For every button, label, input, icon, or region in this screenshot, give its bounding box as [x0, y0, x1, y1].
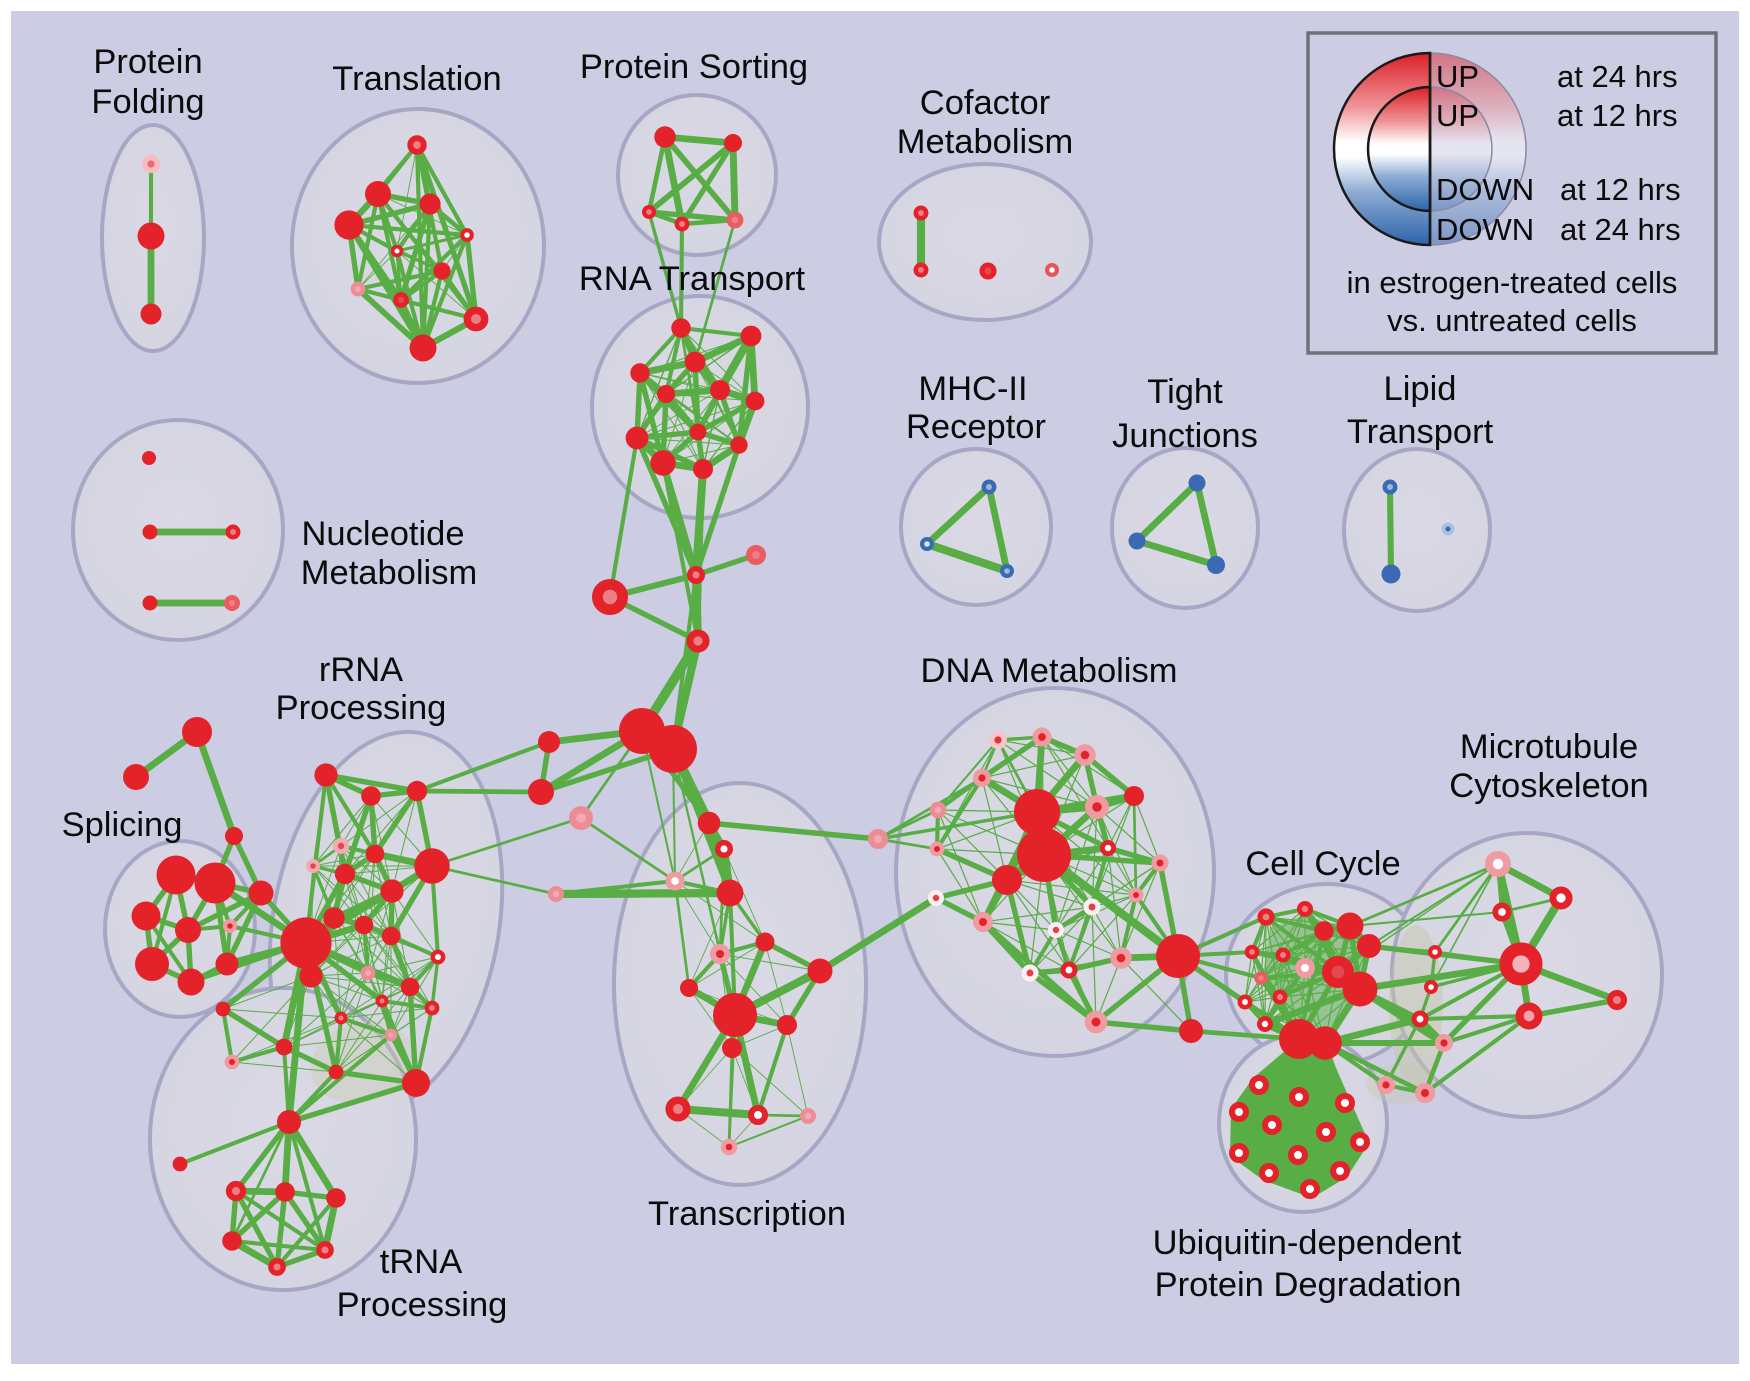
svg-text:Metabolism: Metabolism [897, 123, 1073, 161]
svg-text:Receptor: Receptor [906, 408, 1046, 446]
svg-text:Microtubule: Microtubule [1460, 728, 1638, 766]
svg-text:Cell Cycle: Cell Cycle [1245, 845, 1400, 883]
svg-text:Ubiquitin-dependent: Ubiquitin-dependent [1153, 1224, 1462, 1262]
svg-text:Protein Degradation: Protein Degradation [1155, 1266, 1462, 1304]
svg-text:vs. untreated cells: vs. untreated cells [1387, 303, 1637, 338]
svg-text:DNA Metabolism: DNA Metabolism [921, 652, 1178, 690]
svg-text:Splicing: Splicing [62, 806, 183, 844]
svg-text:Translation: Translation [332, 60, 501, 98]
svg-text:Metabolism: Metabolism [301, 554, 477, 592]
svg-text:Protein: Protein [93, 43, 202, 81]
svg-text:at 12 hrs: at 12 hrs [1557, 98, 1678, 133]
svg-text:DOWN: DOWN [1436, 172, 1534, 207]
svg-text:RNA Transport: RNA Transport [579, 260, 806, 298]
svg-text:tRNA: tRNA [380, 1243, 462, 1281]
svg-text:Junctions: Junctions [1112, 417, 1258, 455]
svg-text:at 24 hrs: at 24 hrs [1557, 59, 1678, 94]
svg-text:MHC-II: MHC-II [918, 370, 1027, 408]
svg-text:Lipid: Lipid [1384, 370, 1457, 408]
svg-text:DOWN: DOWN [1436, 212, 1534, 247]
svg-text:rRNA: rRNA [319, 651, 403, 689]
svg-text:UP: UP [1436, 59, 1479, 94]
svg-text:Cofactor: Cofactor [920, 84, 1050, 122]
svg-text:Tight: Tight [1147, 373, 1223, 411]
svg-text:Nucleotide: Nucleotide [301, 515, 464, 553]
svg-text:in estrogen-treated cells: in estrogen-treated cells [1347, 265, 1678, 300]
svg-text:UP: UP [1436, 98, 1479, 133]
svg-text:at 12 hrs: at 12 hrs [1560, 172, 1681, 207]
svg-text:Protein Sorting: Protein Sorting [580, 48, 808, 86]
svg-text:Transcription: Transcription [648, 1195, 846, 1233]
svg-text:Processing: Processing [337, 1286, 508, 1324]
svg-text:Cytoskeleton: Cytoskeleton [1449, 767, 1648, 805]
svg-text:Folding: Folding [91, 83, 204, 121]
svg-text:Transport: Transport [1347, 413, 1494, 451]
svg-text:at 24 hrs: at 24 hrs [1560, 212, 1681, 247]
svg-text:Processing: Processing [276, 689, 447, 727]
